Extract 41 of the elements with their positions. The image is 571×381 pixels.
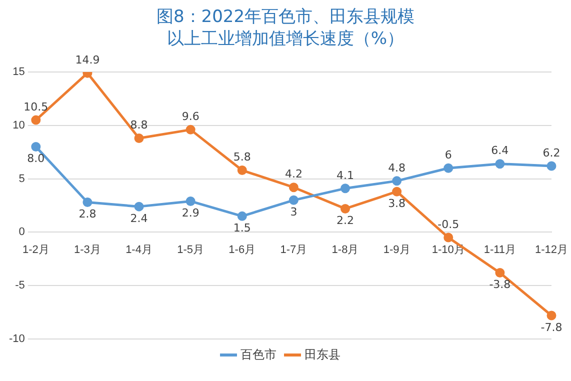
data-label: 3.8 [388,196,406,210]
data-label: 4.2 [284,168,302,181]
data-label: 8.0 [27,152,45,166]
data-label: 6.2 [542,146,560,160]
y-tick-label: 15 [12,66,25,78]
x-tick-label: 1-3月 [74,244,101,256]
legend-label: 百色市 [240,347,276,362]
data-label: 5.8 [233,150,251,164]
x-tick-label: 1-8月 [332,244,359,256]
data-label: 4.1 [336,168,354,182]
data-label: 6.4 [491,144,509,158]
data-label: 1.5 [233,222,251,235]
data-label: 2.8 [78,208,96,221]
y-tick-label: 10 [12,119,25,132]
y-tick-label: -10 [8,333,25,346]
data-label: 3 [290,206,298,219]
data-label: -7.8 [540,320,562,334]
y-tick-label: 5 [18,172,25,185]
data-label: 9.6 [182,110,200,124]
data-label: 10.5 [24,100,48,114]
data-label: 2.4 [130,212,148,225]
x-tick-label: 1-9月 [383,244,410,256]
x-tick-label: 1-6月 [228,244,256,256]
data-label: 8.8 [130,118,148,132]
data-label: -3.8 [489,278,511,292]
data-label: -0.5 [438,218,460,231]
data-label: 2.9 [182,206,200,220]
x-tick-label: 1-11月 [484,244,516,256]
data-label: 2.2 [336,214,354,228]
x-tick-label: 1-4月 [126,244,152,256]
x-tick-label: 1-2月 [22,244,50,256]
chart-title: 图8：2022年百色市、田东县规模以上工业增加值增长速度（%） [155,6,416,50]
data-label: 6 [444,148,452,162]
y-tick-label: 0 [18,226,25,238]
data-label: 4.8 [388,161,406,174]
data-label: 14.9 [75,53,100,66]
legend-label: 田东县 [304,347,340,362]
x-tick-label: 1-12月 [534,244,568,256]
x-tick-label: 1-5月 [177,244,204,256]
x-tick-label: 1-7月 [280,244,308,256]
y-tick-label: -5 [15,280,25,292]
